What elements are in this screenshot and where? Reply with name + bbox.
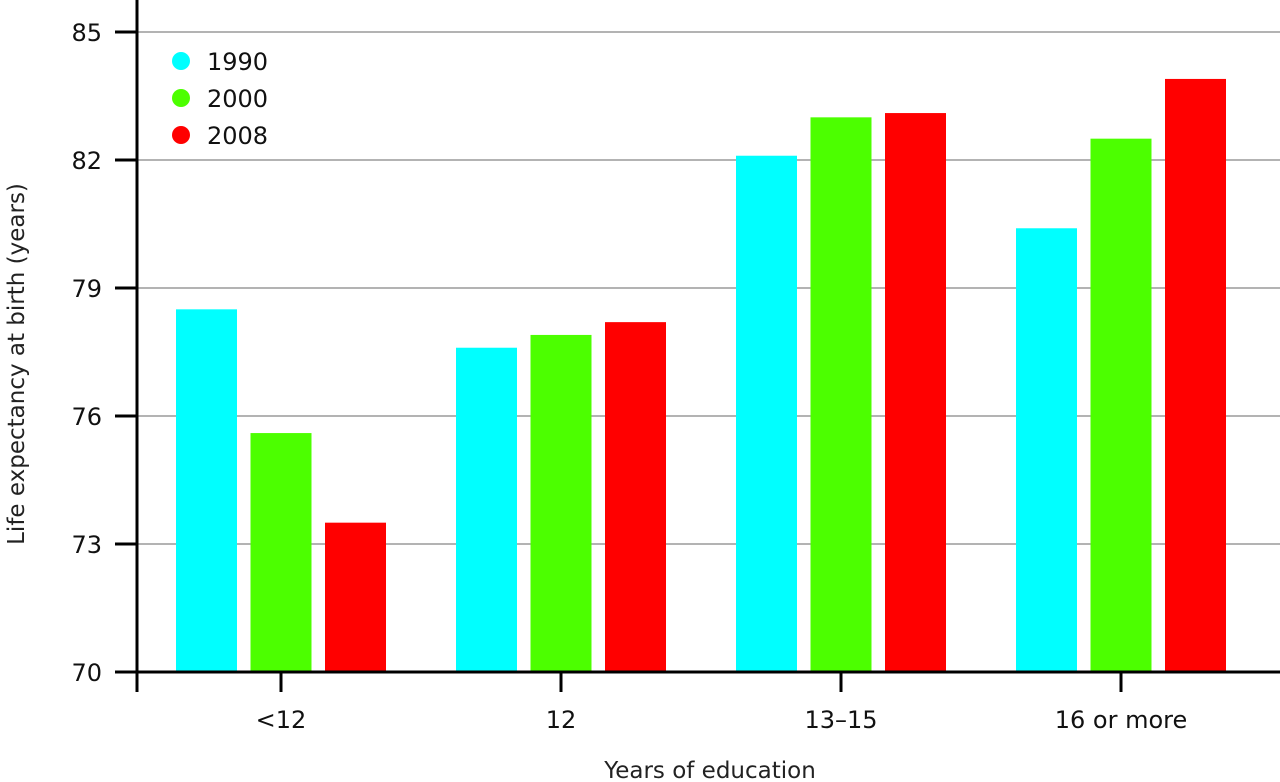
bar-2000-1	[530, 334, 592, 672]
bar-2000-3	[1090, 138, 1152, 672]
x-tick-label-2: 13–15	[804, 706, 877, 734]
y-tick-label-0: 70	[71, 659, 102, 687]
y-tick-label-5: 85	[71, 19, 102, 47]
bar-1990-3	[1016, 228, 1077, 672]
axes	[135, 0, 1280, 692]
bars	[176, 78, 1226, 673]
bar-1990-2	[736, 155, 797, 672]
gridlines	[137, 31, 1280, 545]
legend-label-1990: 1990	[207, 48, 268, 76]
y-axis-title: Life expectancy at birth (years)	[4, 183, 30, 545]
y-tick-label-3: 79	[71, 275, 102, 303]
x-tick-labels: <12 12 13–15 16 or more	[256, 672, 1188, 734]
legend-marker-1990	[172, 52, 190, 70]
legend-marker-2000	[172, 89, 190, 107]
x-tick-label-3: 16 or more	[1055, 706, 1188, 734]
y-tick-label-1: 73	[71, 531, 102, 559]
bar-2000-2	[810, 117, 872, 673]
x-tick-label-1: 12	[546, 706, 577, 734]
legend: 1990 2000 2008	[172, 48, 268, 150]
x-tick-label-0: <12	[256, 706, 307, 734]
bar-2008-3	[1165, 78, 1226, 672]
legend-label-2008: 2008	[207, 122, 268, 150]
x-axis-title: Years of education	[603, 758, 816, 782]
y-tick-label-2: 76	[71, 403, 102, 431]
bar-2008-0	[325, 522, 386, 672]
bar-2000-0	[250, 433, 312, 672]
y-tick-label-4: 82	[71, 147, 102, 175]
y-tick-labels: 70 73 76 79 82 85	[71, 19, 137, 687]
bar-2008-1	[605, 322, 666, 672]
legend-marker-2008	[172, 126, 190, 144]
legend-label-2000: 2000	[207, 85, 268, 113]
bar-1990-0	[176, 309, 237, 672]
bar-1990-1	[456, 347, 517, 672]
bar-2008-2	[885, 113, 946, 673]
